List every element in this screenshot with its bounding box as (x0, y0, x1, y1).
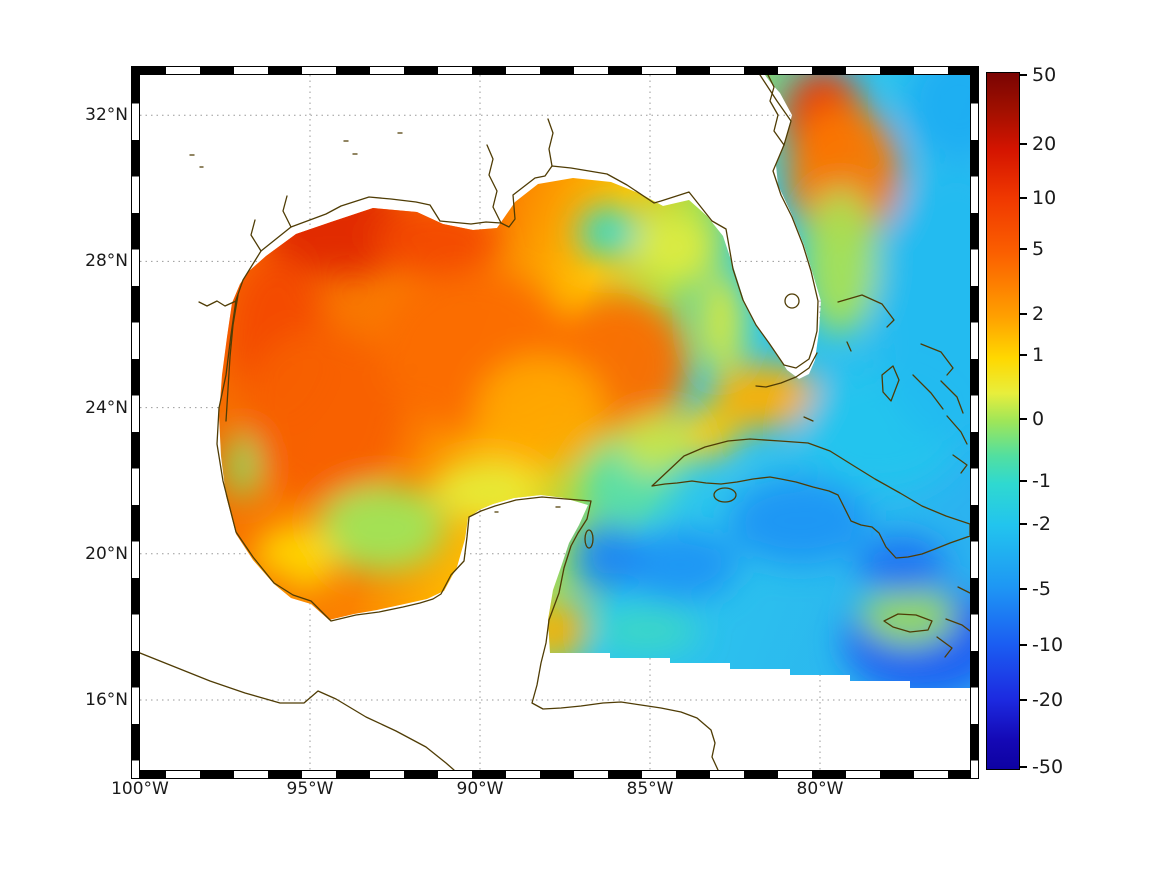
colorbar-tick-label: 0 (1032, 407, 1045, 430)
bahamas-long-island (946, 415, 968, 445)
field-sample (711, 363, 820, 430)
map-plot (139, 74, 971, 771)
colorbar-tick-mark (1020, 312, 1027, 315)
colorbar-tick-mark (1020, 480, 1027, 483)
colorbar-tick-mark (1020, 644, 1027, 647)
field-sample (857, 535, 946, 595)
colorbar-tick-label: -2 (1032, 512, 1051, 535)
bahamas-cat-island (940, 380, 964, 414)
field-sample (316, 484, 446, 573)
field-sample (874, 166, 970, 445)
colorbar-tick-mark (1020, 522, 1027, 525)
colorbar-tick-mark (1020, 699, 1027, 702)
cay-sal-bank (803, 416, 814, 422)
bahamas-eleuthera (920, 343, 954, 376)
field-sample (905, 75, 970, 163)
colorbar-tick-mark (1020, 73, 1027, 76)
colorbar-tick-label: 50 (1032, 63, 1057, 86)
map-frame-right (970, 66, 979, 779)
field-sample (728, 477, 871, 565)
bahamas-andros (881, 365, 900, 402)
colorbar-tick-mark (1020, 417, 1027, 420)
field-sample (476, 356, 606, 467)
data-field (219, 75, 970, 688)
colorbar-tick-label: -50 (1032, 755, 1064, 778)
map-frame-left (131, 66, 140, 779)
colorbar-tick-mark (1020, 587, 1027, 590)
coastline-cuba (651, 438, 971, 559)
island-edge-3 (936, 636, 953, 658)
colorbar (986, 72, 1020, 770)
y-tick-label: 24°N (85, 397, 128, 418)
colorbar-tick-mark (1020, 196, 1027, 199)
field-sample (697, 272, 746, 375)
x-tick-label: 85°W (626, 779, 674, 799)
colorbar-tick-label: 1 (1032, 343, 1045, 366)
bahamas-bimini (846, 341, 852, 352)
colorbar-tick-label: 10 (1032, 186, 1057, 209)
colorbar-tick-label: 20 (1032, 132, 1057, 155)
coastline-mainland (216, 74, 819, 771)
georgia-river (767, 74, 785, 146)
colorbar-tick-mark (1020, 248, 1027, 251)
texas-river-1 (250, 219, 262, 252)
island-edge-1 (957, 586, 971, 594)
field-sample (255, 524, 338, 591)
mississippi-river (486, 144, 502, 224)
field-sample (633, 210, 715, 284)
x-tick-label: 95°W (286, 779, 334, 799)
texas-river-2 (282, 195, 292, 228)
field-sample (432, 462, 542, 521)
field-anomaly-blobs (225, 75, 970, 688)
colorbar-tick-label: 5 (1032, 238, 1045, 261)
field-sample (242, 327, 406, 503)
colorbar-tick-label: -10 (1032, 634, 1064, 657)
map-svg (139, 74, 971, 771)
x-tick-label: 80°W (796, 779, 844, 799)
field-sample (225, 433, 259, 499)
bahamas-grand-bahama (837, 294, 895, 328)
map-frame-top (131, 66, 979, 75)
field-sample (616, 414, 698, 474)
x-tick-label: 90°W (456, 779, 504, 799)
bahamas-exumas (912, 374, 944, 410)
y-tick-label: 16°N (85, 690, 128, 710)
laguna-madre (225, 294, 239, 422)
rio-grande (198, 300, 237, 307)
colorbar-tick-label: -5 (1032, 577, 1051, 600)
cozumel-island (584, 529, 594, 549)
colorbar-tick-mark (1020, 765, 1027, 768)
colorbar-tick-mark (1020, 353, 1027, 356)
field-sample (860, 586, 957, 646)
colorbar-tick-label: 2 (1032, 302, 1045, 325)
colorbar-tick-mark (1020, 142, 1027, 145)
y-tick-label: 32°N (85, 105, 128, 126)
y-tick-label: 28°N (85, 251, 128, 272)
isla-juventud (713, 487, 737, 503)
y-tick-label: 20°N (85, 543, 128, 564)
field-sample (524, 604, 586, 657)
x-tick-label: 100°W (111, 779, 169, 799)
colorbar-tick-label: -20 (1032, 689, 1064, 712)
island-edge-2 (945, 618, 971, 632)
coastline-mexico-pacific (139, 652, 455, 771)
bahamas-crooked-island (952, 454, 968, 474)
coastline-florida-keys (755, 352, 818, 388)
lake-okeechobee (784, 293, 800, 309)
mobile-river (547, 118, 554, 167)
coastline-jamaica (883, 613, 933, 633)
field-sample (803, 188, 878, 335)
coastlines (139, 74, 971, 771)
field-sample (622, 528, 739, 602)
field-sample (578, 206, 640, 258)
field-sample (575, 524, 644, 591)
colorbar-tick-label: -1 (1032, 470, 1051, 493)
field-sample (595, 608, 698, 653)
